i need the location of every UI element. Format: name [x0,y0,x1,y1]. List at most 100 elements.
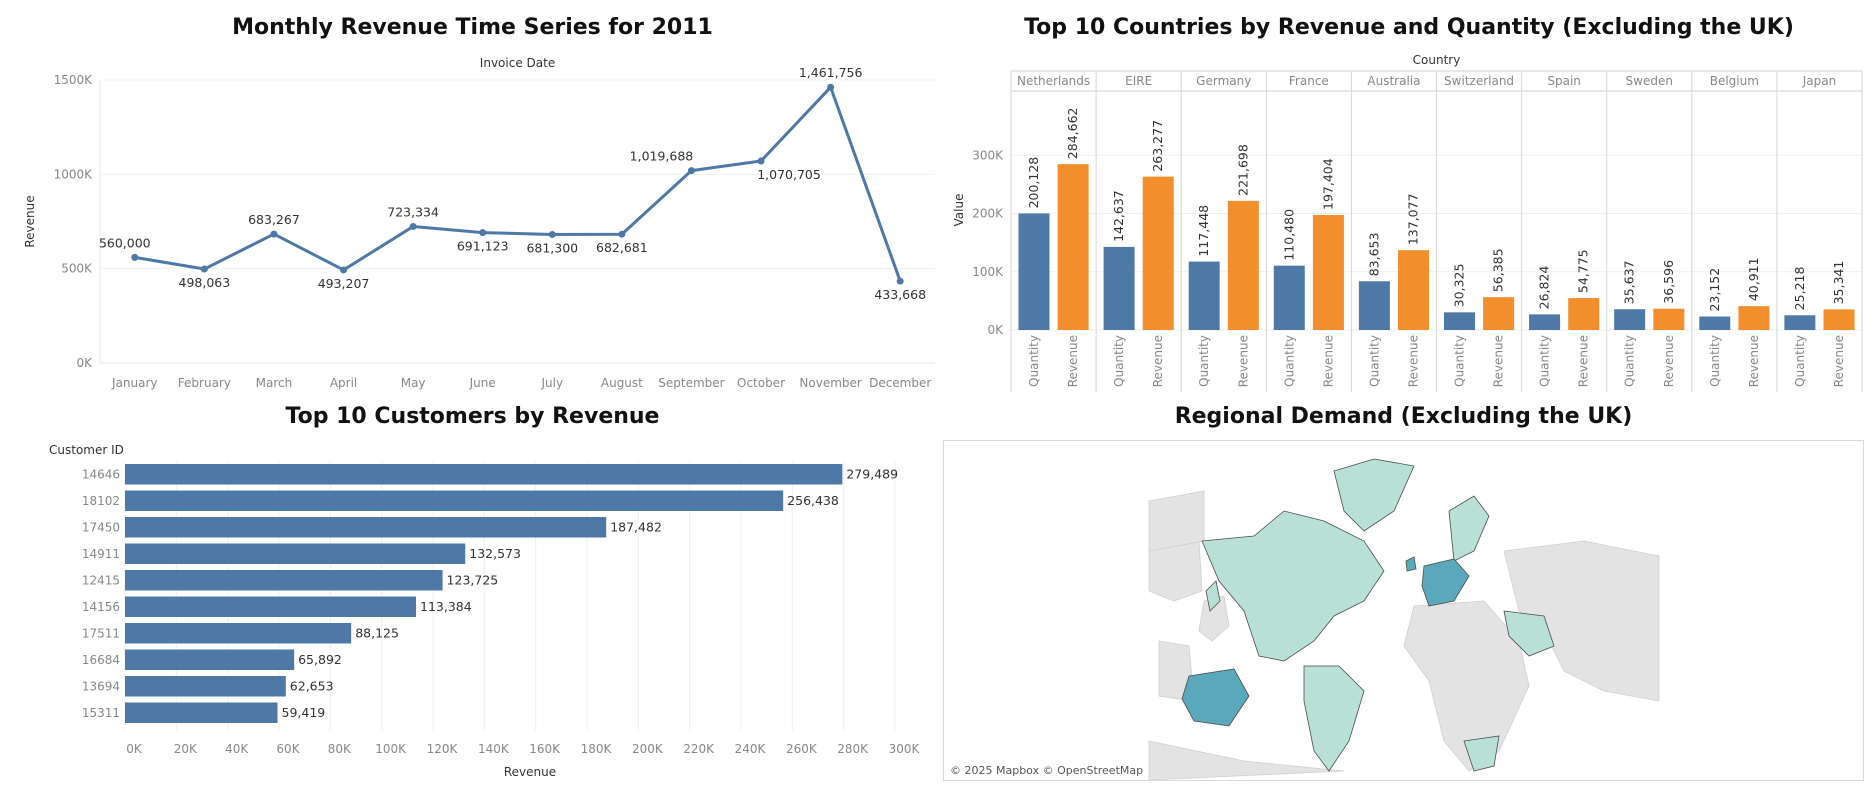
green-landmass [1201,458,1555,772]
cust-bar-label: 132,573 [469,546,521,561]
cust-bar-label: 187,482 [610,519,662,534]
line-data-label: 433,668 [874,287,926,302]
cust-x-tick: 300K [889,742,921,756]
line-y-tick: 500K [61,262,93,276]
cust-bar-label: 59,419 [282,705,326,720]
line-series [134,85,902,282]
cust-bar-label: 256,438 [787,493,839,508]
line-point [479,229,487,237]
country-bar-label: 110,480 [1281,209,1296,261]
country-x-title: Country [1413,53,1461,67]
line-x-tick: January [111,376,158,390]
country-bar [1699,316,1731,330]
cust-x-tick: 140K [478,742,510,756]
country-bar [1312,215,1344,330]
country-header-label: Japan [1802,74,1836,88]
line-point [131,253,139,261]
country-header-label: Sweden [1626,74,1673,88]
map-title: Regional Demand (Excluding the UK) [1174,404,1633,429]
country-bar-label: 197,404 [1320,158,1335,210]
cust-y-tick: 18102 [82,494,120,508]
cust-x-tick: 60K [276,742,300,756]
country-bar-label: 142,637 [1111,190,1126,242]
scandinavia-land [1448,495,1490,562]
grey-landmass [1148,490,1660,780]
country-y-tick: 0K [987,323,1004,337]
country-bar [1614,309,1646,330]
country-bar [1568,298,1600,330]
country-bar [1188,261,1220,330]
country-header-label: Australia [1367,74,1420,88]
line-point [687,167,695,175]
line-data-label: 691,123 [457,239,509,254]
world-map[interactable] [944,441,1863,780]
line-data-label: 683,267 [248,212,300,227]
country-y-tick: 200K [972,207,1004,221]
country-bar [1358,281,1390,330]
line-data-label: 560,000 [99,235,151,250]
country-measure-label: Quantity [1027,335,1041,387]
country-measure-label: Revenue [1151,335,1165,387]
line-x-tick: December [869,376,931,390]
line-x-tick: September [658,376,724,390]
cust-y-tick: 14646 [82,467,120,481]
line-y-tick: 1000K [54,167,94,181]
cust-x-tick: 120K [427,742,459,756]
country-y-title: Value [952,194,966,227]
line-chart: Invoice Date Revenue 0K 500K 1000K 1500K Janua… [23,56,935,390]
country-bar-label: 30,325 [1451,264,1466,308]
antarctic-fringe [1148,740,1345,780]
line-x-tick: July [540,376,563,390]
line-point [409,223,417,231]
line-y-tick: 1500K [54,73,94,87]
country-bar-label: 137,077 [1406,193,1421,245]
cust-x-tick: 220K [683,742,715,756]
ireland-land [1405,556,1417,572]
line-data-label: 723,334 [387,205,439,220]
line-x-title: Invoice Date [480,56,555,70]
country-bar [1103,246,1135,330]
line-x-tick: October [737,376,785,390]
cust-bar [125,596,417,617]
country-measure-label: Revenue [1407,335,1421,387]
cust-bar [125,570,443,591]
cust-bar [125,702,278,723]
country-bar [1529,314,1561,330]
country-bar-label: 56,385 [1491,248,1506,292]
line-data-label: 1,461,756 [799,65,863,80]
cust-bar-label: 65,892 [298,652,342,667]
country-measure-label: Quantity [1367,335,1381,387]
cust-x-tick: 40K [225,742,249,756]
cust-y-tick: 12415 [82,573,120,587]
country-bar-label: 25,218 [1792,267,1807,311]
country-measure-label: Quantity [1538,335,1552,387]
cust-y-tick: 16684 [82,653,120,667]
cust-x-tick: 80K [328,742,352,756]
country-measure-label: Revenue [1321,335,1335,387]
regional-demand-map[interactable]: © 2025 Mapbox © OpenStreetMap [943,440,1864,781]
country-bar-label: 263,277 [1150,120,1165,172]
country-measure-label: Revenue [1236,335,1250,387]
country-measure-label: Quantity [1197,335,1211,387]
line-x-tick: November [799,376,861,390]
line-x-tick: March [256,376,293,390]
line-data-label: 682,681 [596,240,648,255]
cust-bar-label: 113,384 [420,599,472,614]
country-bar [1057,164,1089,330]
cust-bar-label: 123,725 [447,572,499,587]
line-x-tick: April [330,376,357,390]
middle-east-land [1503,610,1555,657]
cust-bar [125,543,466,564]
cust-x-tick: 0K [126,742,143,756]
cust-y-tick: 17450 [82,520,120,534]
cust-y-tick: 14156 [82,600,120,614]
cust-x-tick: 160K [529,742,561,756]
cust-bar [125,676,286,697]
line-y-title: Revenue [23,195,37,247]
line-data-label: 1,019,688 [630,149,694,164]
country-bar-label: 23,152 [1707,268,1722,312]
cust-x-tick: 200K [632,742,664,756]
country-bar-label: 35,341 [1831,261,1846,305]
customer-chart-title: Top 10 Customers by Revenue [285,404,660,429]
country-measure-label: Quantity [1623,335,1637,387]
